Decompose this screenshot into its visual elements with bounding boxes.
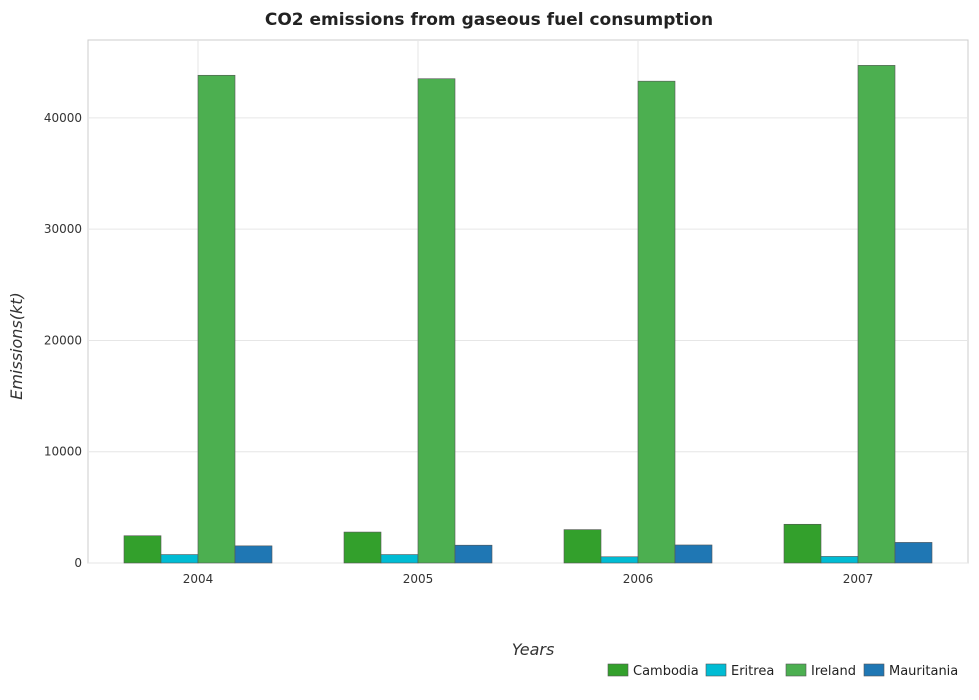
- y-axis-label: Emissions(kt): [7, 292, 26, 400]
- bar-eritrea-2004: [160, 554, 199, 564]
- y-tick-label: 30000: [44, 222, 82, 236]
- bar-mauritania-2004: [234, 545, 273, 564]
- chart-title: CO2 emissions from gaseous fuel consumpt…: [265, 10, 713, 30]
- x-tick-label: 2007: [843, 572, 874, 586]
- legend-swatch-cambodia: [607, 663, 629, 677]
- bar-cambodia-2004: [123, 535, 162, 564]
- x-axis-label: Years: [512, 640, 555, 659]
- bar-cambodia-2006: [563, 529, 602, 564]
- bar-ireland-2007: [857, 65, 896, 564]
- legend-label-ireland: Ireland: [811, 664, 856, 679]
- bar-mauritania-2006: [674, 544, 713, 564]
- x-tick-label: 2006: [623, 572, 654, 586]
- legend-swatch-ireland: [785, 663, 807, 677]
- bar-ireland-2006: [637, 80, 676, 564]
- x-tick-label: 2004: [183, 572, 214, 586]
- bar-eritrea-2006: [600, 556, 639, 564]
- bar-cambodia-2007: [783, 523, 822, 564]
- legend-label-mauritania: Mauritania: [889, 664, 958, 679]
- bar-mauritania-2005: [454, 544, 493, 564]
- y-axis: 0 10000 20000 30000 40000: [44, 111, 82, 570]
- x-axis: 2004 2005 2006 2007: [183, 572, 874, 586]
- y-tick-label: 0: [74, 556, 82, 570]
- y-tick-label: 10000: [44, 445, 82, 459]
- y-tick-label: 40000: [44, 111, 82, 125]
- x-tick-label: 2005: [403, 572, 434, 586]
- plot-area: [87, 39, 969, 564]
- bar-eritrea-2005: [380, 554, 419, 564]
- bar-cambodia-2005: [343, 531, 382, 564]
- legend: Cambodia Eritrea Ireland Mauritania: [607, 663, 958, 679]
- legend-label-eritrea: Eritrea: [731, 664, 774, 679]
- bar-ireland-2004: [197, 74, 236, 564]
- legend-swatch-eritrea: [705, 663, 727, 677]
- legend-label-cambodia: Cambodia: [633, 664, 699, 679]
- bar-mauritania-2007: [894, 542, 933, 564]
- bar-ireland-2005: [417, 78, 456, 564]
- bar-eritrea-2007: [820, 556, 859, 564]
- legend-swatch-mauritania: [863, 663, 885, 677]
- y-tick-label: 20000: [44, 333, 82, 347]
